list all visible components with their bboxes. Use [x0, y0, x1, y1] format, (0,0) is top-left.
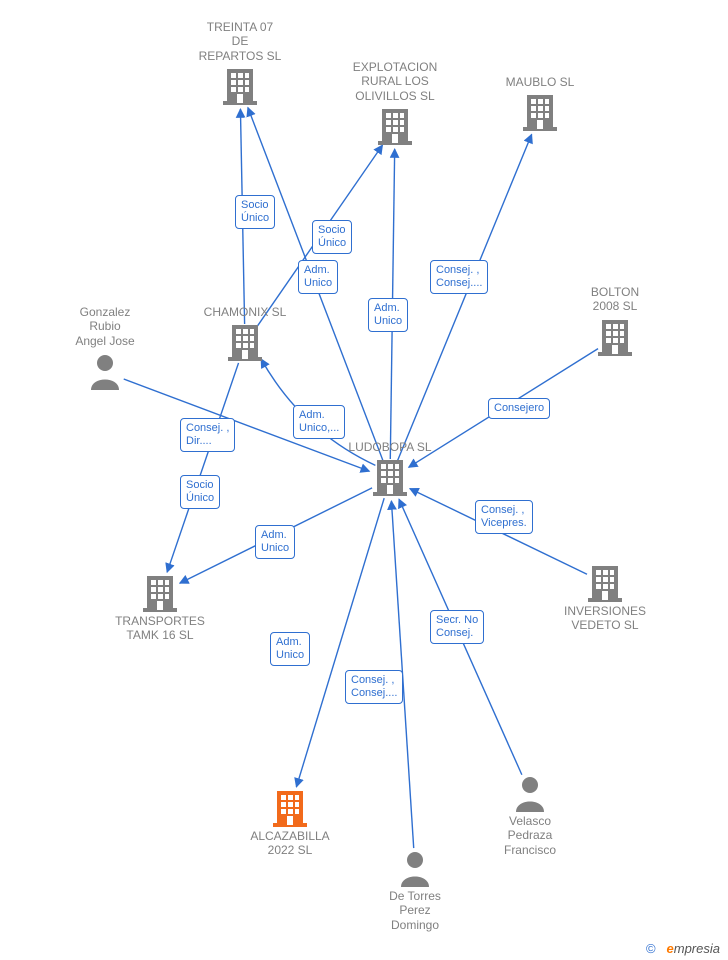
- person-icon: [355, 849, 475, 887]
- edge-label: Consej. , Consej....: [430, 260, 488, 294]
- node-explot[interactable]: EXPLOTACION RURAL LOS OLIVILLOS SL: [335, 60, 455, 147]
- node-label: Gonzalez Rubio Angel Jose: [75, 305, 134, 348]
- building-icon: [185, 323, 305, 361]
- node-label: TREINTA 07 DE REPARTOS SL: [199, 20, 282, 63]
- edge-label: Consej. , Consej....: [345, 670, 403, 704]
- node-invers[interactable]: INVERSIONES VEDETO SL: [545, 560, 665, 633]
- edge-label: Socio Único: [180, 475, 220, 509]
- building-icon: [330, 458, 450, 496]
- building-icon: [545, 564, 665, 602]
- node-treinta[interactable]: TREINTA 07 DE REPARTOS SL: [180, 20, 300, 107]
- footer-attribution: © empresia: [646, 941, 720, 956]
- node-label: TRANSPORTES TAMK 16 SL: [115, 614, 205, 642]
- edge-label: Adm. Unico,...: [293, 405, 345, 439]
- edge-label: Consejero: [488, 398, 550, 419]
- node-chamonix[interactable]: CHAMONIX SL: [185, 305, 305, 363]
- building-icon: [180, 67, 300, 105]
- edge: [167, 363, 238, 572]
- copyright-symbol: ©: [646, 941, 656, 956]
- building-icon: [555, 318, 675, 356]
- node-label: INVERSIONES VEDETO SL: [564, 604, 646, 632]
- edge-label: Adm. Unico: [298, 260, 338, 294]
- node-label: ALCAZABILLA 2022 SL: [250, 829, 329, 857]
- node-detorres[interactable]: De Torres Perez Domingo: [355, 845, 475, 932]
- brand-rest: mpresia: [674, 941, 720, 956]
- node-label: LUDOBOPA SL: [348, 440, 431, 454]
- node-label: EXPLOTACION RURAL LOS OLIVILLOS SL: [353, 60, 437, 103]
- building-icon: [480, 93, 600, 131]
- person-icon: [45, 352, 165, 390]
- node-transp[interactable]: TRANSPORTES TAMK 16 SL: [100, 570, 220, 643]
- brand-e: e: [667, 941, 674, 956]
- diagram-canvas: { "diagram": { "type": "network", "backg…: [0, 0, 728, 960]
- node-alcaz[interactable]: ALCAZABILLA 2022 SL: [230, 785, 350, 858]
- edge-label: Socio Único: [312, 220, 352, 254]
- node-label: MAUBLO SL: [506, 75, 575, 89]
- node-maublo[interactable]: MAUBLO SL: [480, 75, 600, 133]
- building-icon: [335, 107, 455, 145]
- node-bolton[interactable]: BOLTON 2008 SL: [555, 285, 675, 358]
- edge-label: Socio Único: [235, 195, 275, 229]
- node-label: Velasco Pedraza Francisco: [504, 814, 556, 857]
- edge-label: Adm. Unico: [368, 298, 408, 332]
- building-icon: [230, 789, 350, 827]
- person-icon: [470, 774, 590, 812]
- edge-label: Secr. No Consej.: [430, 610, 484, 644]
- edge-label: Adm. Unico: [270, 632, 310, 666]
- node-velasco[interactable]: Velasco Pedraza Francisco: [470, 770, 590, 857]
- node-label: CHAMONIX SL: [204, 305, 287, 319]
- building-icon: [100, 574, 220, 612]
- node-ludobopa[interactable]: LUDOBOPA SL: [330, 440, 450, 498]
- edge-label: Adm. Unico: [255, 525, 295, 559]
- node-gonzalez[interactable]: Gonzalez Rubio Angel Jose: [45, 305, 165, 392]
- edge-label: Consej. , Vicepres.: [475, 500, 533, 534]
- node-label: De Torres Perez Domingo: [389, 889, 441, 932]
- edge-label: Consej. , Dir....: [180, 418, 235, 452]
- node-label: BOLTON 2008 SL: [591, 285, 639, 313]
